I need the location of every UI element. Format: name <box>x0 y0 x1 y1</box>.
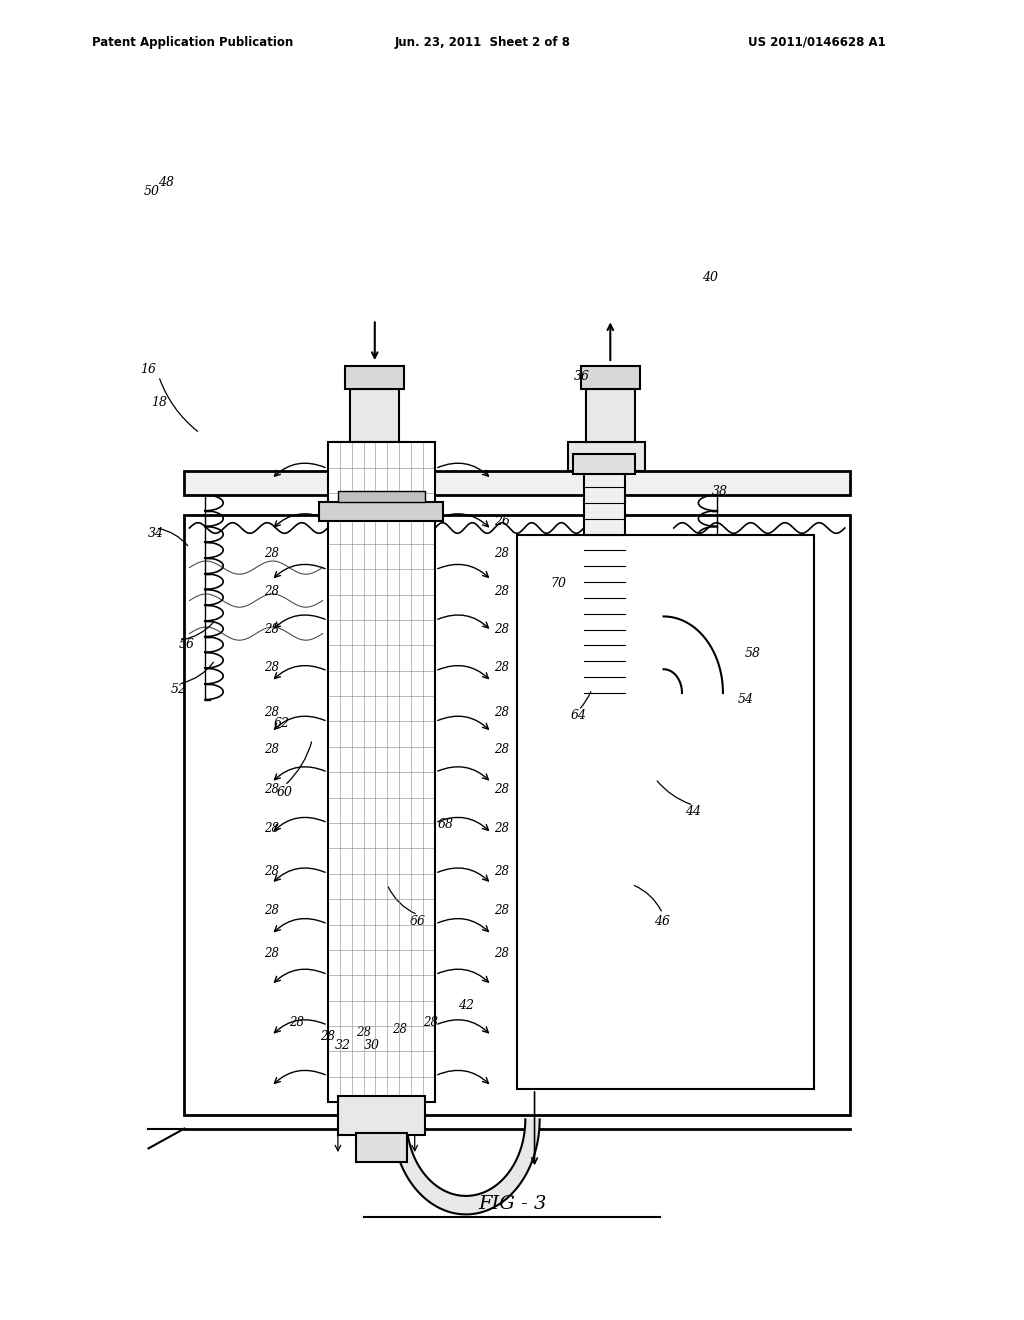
Text: 66: 66 <box>410 915 426 928</box>
Bar <box>319 502 443 521</box>
Text: 28: 28 <box>264 822 279 836</box>
Bar <box>338 1096 425 1135</box>
Text: 48: 48 <box>158 176 174 189</box>
Text: 28: 28 <box>495 546 509 560</box>
Text: 28: 28 <box>321 1030 335 1043</box>
Text: 28: 28 <box>290 1016 304 1030</box>
Bar <box>184 515 850 1115</box>
Polygon shape <box>664 616 723 693</box>
Text: 28: 28 <box>495 904 509 917</box>
Bar <box>328 442 435 1102</box>
Text: 36: 36 <box>573 370 590 383</box>
Text: 28: 28 <box>495 946 509 960</box>
Bar <box>581 366 640 389</box>
Text: 28: 28 <box>264 743 279 756</box>
Text: 28: 28 <box>264 946 279 960</box>
Text: 18: 18 <box>151 396 167 409</box>
Text: Patent Application Publication: Patent Application Publication <box>92 36 294 49</box>
Text: 28: 28 <box>264 585 279 598</box>
Text: 28: 28 <box>264 783 279 796</box>
Text: 28: 28 <box>495 743 509 756</box>
Text: 28: 28 <box>495 661 509 675</box>
Text: 62: 62 <box>273 717 290 730</box>
Bar <box>568 442 645 471</box>
Bar <box>356 1133 407 1162</box>
Text: 38: 38 <box>712 484 728 498</box>
Bar <box>517 535 814 1089</box>
Text: 52: 52 <box>171 682 187 696</box>
Text: 54: 54 <box>737 693 754 706</box>
Text: 30: 30 <box>364 1039 380 1052</box>
Text: 28: 28 <box>495 783 509 796</box>
Text: 28: 28 <box>264 623 279 636</box>
Bar <box>184 471 850 495</box>
Text: 70: 70 <box>550 577 566 590</box>
Text: 56: 56 <box>178 638 195 651</box>
Text: 28: 28 <box>423 1016 437 1030</box>
Text: 28: 28 <box>495 865 509 878</box>
Text: 34: 34 <box>147 527 164 540</box>
Text: 50: 50 <box>143 185 160 198</box>
Bar <box>333 442 410 471</box>
Text: 46: 46 <box>654 915 671 928</box>
Text: 32: 32 <box>335 1039 351 1052</box>
Bar <box>338 491 425 502</box>
Bar <box>584 471 625 693</box>
Text: 40: 40 <box>701 271 718 284</box>
Text: 28: 28 <box>392 1023 407 1036</box>
Text: 68: 68 <box>437 818 454 832</box>
Text: 28: 28 <box>264 865 279 878</box>
Text: 58: 58 <box>744 647 761 660</box>
Text: 28: 28 <box>264 706 279 719</box>
Text: 28: 28 <box>495 706 509 719</box>
Text: US 2011/0146628 A1: US 2011/0146628 A1 <box>748 36 886 49</box>
Text: 28: 28 <box>264 661 279 675</box>
Bar <box>345 366 404 389</box>
Text: 26: 26 <box>494 515 510 528</box>
Text: 28: 28 <box>356 1026 371 1039</box>
Bar <box>328 442 435 1102</box>
Bar <box>586 389 635 442</box>
Bar <box>350 389 399 442</box>
Text: 28: 28 <box>264 904 279 917</box>
Text: 28: 28 <box>495 623 509 636</box>
Bar <box>573 454 635 474</box>
Text: 60: 60 <box>276 785 293 799</box>
Text: FIG - 3: FIG - 3 <box>478 1195 546 1213</box>
Text: 44: 44 <box>685 805 701 818</box>
Text: 28: 28 <box>495 822 509 836</box>
Text: 42: 42 <box>458 999 474 1012</box>
Polygon shape <box>392 1119 540 1214</box>
Text: 28: 28 <box>495 585 509 598</box>
Text: 16: 16 <box>140 363 157 376</box>
Text: 28: 28 <box>264 546 279 560</box>
Text: Jun. 23, 2011  Sheet 2 of 8: Jun. 23, 2011 Sheet 2 of 8 <box>394 36 570 49</box>
Text: 64: 64 <box>570 709 587 722</box>
